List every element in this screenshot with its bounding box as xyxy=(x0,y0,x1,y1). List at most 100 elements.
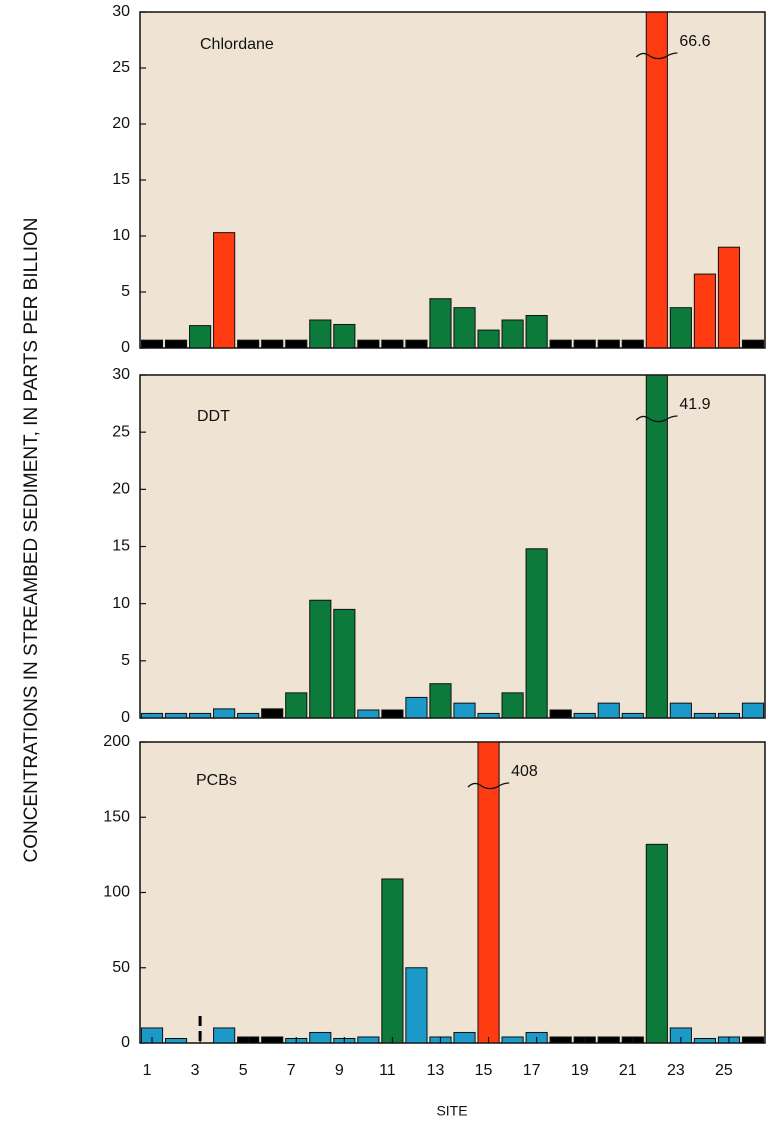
bar xyxy=(621,712,644,719)
panel-title: DDT xyxy=(197,408,230,425)
y-axis-label: CONCENTRATIONS IN STREAMBED SEDIMENT, IN… xyxy=(21,217,42,862)
y-tick-label: 10 xyxy=(112,227,130,244)
x-tick-label: 9 xyxy=(335,1062,344,1079)
bar xyxy=(189,712,212,719)
bar xyxy=(453,1031,476,1044)
bar xyxy=(164,712,188,719)
bar xyxy=(693,273,716,349)
y-tick-label: 50 xyxy=(112,959,130,976)
y-tick-label: 0 xyxy=(121,709,130,726)
y-tick-label: 15 xyxy=(112,538,130,555)
bar xyxy=(213,232,236,349)
bar xyxy=(693,712,716,719)
y-tick-label: 25 xyxy=(112,423,130,440)
bar xyxy=(237,339,260,349)
bar xyxy=(741,339,765,349)
bar xyxy=(309,1031,332,1044)
bar xyxy=(453,307,476,349)
panel-title: PCBs xyxy=(196,772,237,789)
bar xyxy=(357,1036,380,1044)
axis-break xyxy=(467,782,510,790)
bar xyxy=(573,712,596,719)
y-tick-label: 150 xyxy=(103,808,130,825)
bar xyxy=(477,329,500,349)
bar xyxy=(597,702,620,719)
x-tick-label: 13 xyxy=(427,1062,445,1079)
bar xyxy=(645,11,668,349)
bar xyxy=(597,1036,620,1044)
x-tick-label: 15 xyxy=(475,1062,493,1079)
bar xyxy=(140,339,164,349)
value-label: 41.9 xyxy=(679,396,710,413)
plot-area xyxy=(139,374,766,719)
x-tick-label: 23 xyxy=(667,1062,685,1079)
bar xyxy=(621,339,644,349)
bar xyxy=(285,692,308,719)
bar xyxy=(213,1027,236,1044)
y-tick-label: 30 xyxy=(112,366,130,383)
bar xyxy=(501,1036,524,1044)
y-tick-label: 100 xyxy=(103,884,130,901)
bar xyxy=(381,709,404,719)
bar xyxy=(645,374,668,719)
bar xyxy=(501,692,524,719)
bar xyxy=(213,708,236,719)
y-tick-label: 20 xyxy=(112,481,130,498)
bar xyxy=(405,696,428,719)
y-tick-label: 0 xyxy=(121,1034,130,1051)
bar xyxy=(693,1037,716,1044)
value-label: 408 xyxy=(511,763,538,780)
bar xyxy=(164,339,188,349)
bar xyxy=(525,315,548,349)
panel-title: Chlordane xyxy=(200,36,274,53)
x-tick-label: 7 xyxy=(287,1062,296,1079)
bar xyxy=(189,325,212,349)
x-tick-label: 5 xyxy=(239,1062,248,1079)
bar xyxy=(261,339,284,349)
x-tick-label: 1 xyxy=(143,1062,152,1079)
bar xyxy=(405,339,428,349)
bar xyxy=(429,298,452,349)
bar xyxy=(261,1036,284,1044)
axis-break xyxy=(635,415,678,423)
bar xyxy=(549,709,572,719)
y-tick-label: 15 xyxy=(112,171,130,188)
bar xyxy=(669,702,692,719)
bar xyxy=(237,712,260,719)
bar xyxy=(140,712,164,719)
bar xyxy=(645,843,668,1044)
x-tick-label: 25 xyxy=(715,1062,733,1079)
bar xyxy=(549,339,572,349)
bar xyxy=(309,599,332,719)
bar xyxy=(573,339,596,349)
y-tick-label: 200 xyxy=(103,733,130,750)
bar xyxy=(741,1036,765,1044)
x-axis-label: SITE xyxy=(436,1103,467,1119)
bar xyxy=(285,339,308,349)
plot-border xyxy=(139,741,766,1044)
bar xyxy=(525,548,548,719)
y-tick-label: 20 xyxy=(112,115,130,132)
bar xyxy=(717,712,741,719)
x-tick-label: 21 xyxy=(619,1062,637,1079)
bar xyxy=(549,1036,572,1044)
bar xyxy=(381,339,404,349)
x-tick-label: 19 xyxy=(571,1062,589,1079)
bar xyxy=(717,246,741,349)
bar xyxy=(164,1037,188,1044)
bar xyxy=(357,709,380,719)
axis-break xyxy=(635,52,678,60)
plot-border xyxy=(139,11,766,349)
bar xyxy=(597,339,620,349)
bar xyxy=(741,702,765,719)
bar xyxy=(477,712,500,719)
x-tick-label: 11 xyxy=(379,1062,396,1079)
y-tick-label: 10 xyxy=(112,595,130,612)
bar xyxy=(261,708,284,719)
bar xyxy=(669,307,692,349)
bar xyxy=(429,683,452,719)
bar xyxy=(357,339,380,349)
y-tick-label: 5 xyxy=(121,283,130,300)
bar xyxy=(453,702,476,719)
